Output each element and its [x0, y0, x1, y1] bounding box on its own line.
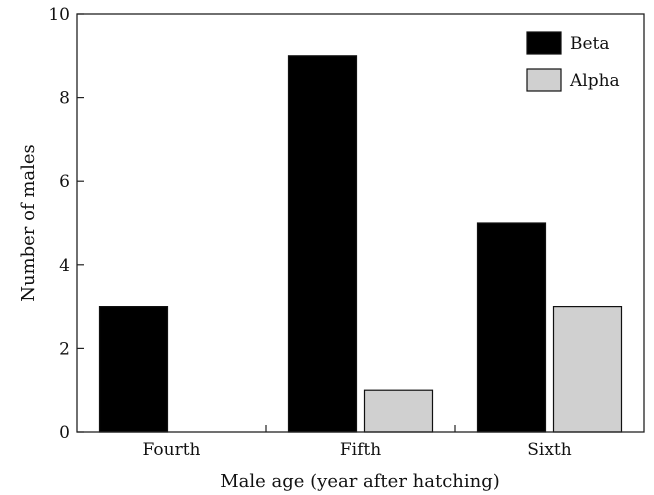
bar-beta-fourth — [98, 306, 169, 433]
plot-area-frame — [76, 13, 645, 433]
y-tick-label: 0 — [59, 423, 70, 443]
legend-swatch-beta — [526, 31, 562, 55]
y-tick-label: 8 — [59, 89, 70, 109]
y-tick-label: 10 — [48, 5, 70, 25]
bar-beta-sixth — [476, 222, 547, 433]
x-tick-label: Fourth — [143, 440, 201, 460]
legend-label-beta: Beta — [570, 34, 610, 54]
legend-label-alpha: Alpha — [569, 71, 620, 91]
x-tick-label: Sixth — [527, 440, 572, 460]
y-tick-label: 4 — [59, 256, 70, 276]
y-tick-label: 6 — [59, 172, 70, 192]
legend-swatch-alpha — [526, 68, 562, 92]
bar-alpha-fifth — [363, 389, 434, 433]
y-axis-ticks: 0 2 4 6 8 10 — [48, 5, 456, 443]
y-axis-title: Number of males — [18, 144, 39, 302]
bar-alpha-sixth — [552, 306, 623, 433]
x-axis-title: Male age (year after hatching) — [220, 471, 500, 492]
y-tick-label: 2 — [59, 339, 70, 359]
x-axis-tick-labels: Fourth Fifth Sixth — [143, 440, 572, 460]
x-tick-label: Fifth — [340, 440, 381, 460]
bar-beta-fifth — [287, 55, 358, 433]
legend: Beta Alpha — [526, 31, 620, 92]
bars — [98, 55, 623, 433]
